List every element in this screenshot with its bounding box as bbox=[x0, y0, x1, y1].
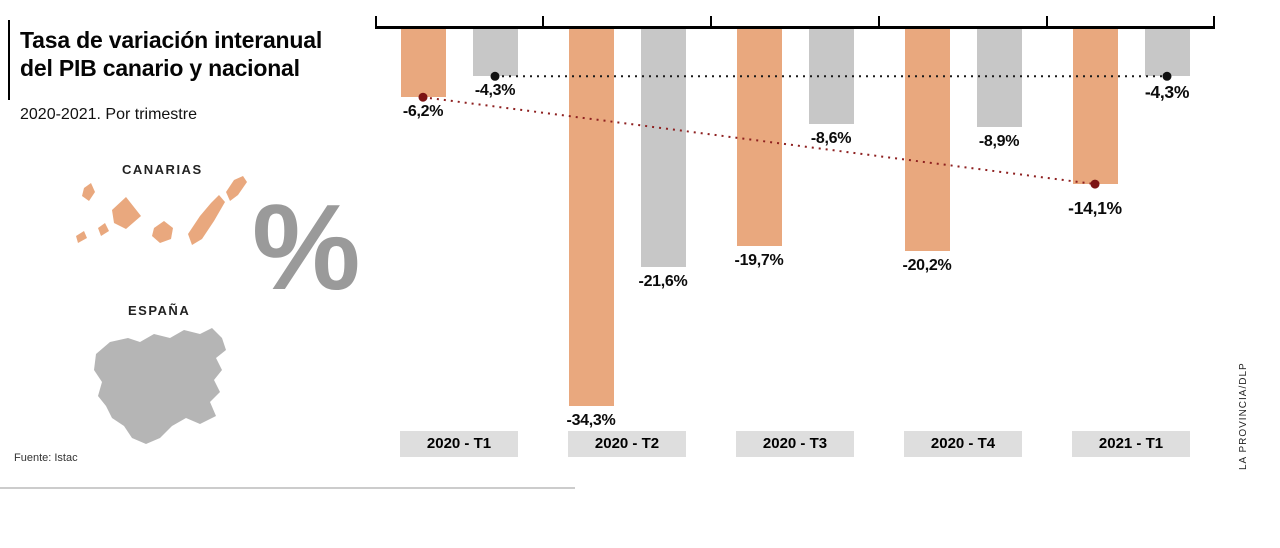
bar-value-label: -6,2% bbox=[402, 103, 444, 121]
bar-value-label: -34,3% bbox=[566, 412, 616, 430]
bar-value-label: -19,7% bbox=[734, 251, 784, 269]
bar-espana bbox=[976, 29, 1022, 127]
bar-value-label: -20,2% bbox=[902, 257, 952, 275]
espana-legend-label: ESPAÑA bbox=[128, 303, 191, 318]
bar-value-label: -21,6% bbox=[638, 272, 688, 290]
canarias-map-icon bbox=[76, 176, 247, 245]
bar-value-label: -8,6% bbox=[810, 129, 852, 147]
axis-tick bbox=[1046, 16, 1048, 29]
bar-value-label: -8,9% bbox=[978, 132, 1020, 150]
bar-espana bbox=[640, 29, 686, 267]
page-title: Tasa de variación interanual del PIB can… bbox=[20, 26, 322, 82]
subtitle: 2020-2021. Por trimestre bbox=[20, 106, 197, 123]
spain-map-icon bbox=[94, 328, 226, 444]
bar-canarias bbox=[904, 29, 950, 252]
axis-tick bbox=[542, 16, 544, 29]
bar-value-label: -4,3% bbox=[474, 82, 516, 100]
bar-canarias bbox=[400, 29, 446, 98]
bar-value-label: -4,3% bbox=[1144, 82, 1190, 103]
title-line-1: Tasa de variación interanual bbox=[20, 27, 323, 53]
bar-canarias bbox=[736, 29, 782, 246]
x-axis-label: 2020 - T4 bbox=[904, 431, 1022, 457]
axis-tick bbox=[1213, 16, 1215, 29]
percent-symbol: % bbox=[252, 179, 361, 315]
bar-canarias bbox=[1072, 29, 1118, 185]
bar-espana bbox=[472, 29, 518, 77]
source-text: Fuente: Istac bbox=[14, 452, 78, 464]
canarias-legend-label: CANARIAS bbox=[122, 162, 203, 177]
bar-canarias bbox=[568, 29, 614, 407]
chart-area: -6,2% -4,3% 2020 - T1 -34,3% -21,6% 2020 - T2… bbox=[375, 16, 1215, 469]
x-axis-label: 2020 - T2 bbox=[568, 431, 686, 457]
axis-tick bbox=[375, 16, 377, 29]
bar-espana bbox=[808, 29, 854, 124]
credit-text: LA PROVINCIA/DLP bbox=[1238, 362, 1249, 470]
left-accent-rule bbox=[8, 20, 10, 100]
x-axis-label: 2021 - T1 bbox=[1072, 431, 1190, 457]
bar-value-label: -14,1% bbox=[1068, 198, 1122, 219]
footer-divider bbox=[0, 487, 575, 489]
axis-tick bbox=[710, 16, 712, 29]
title-line-2: del PIB canario y nacional bbox=[20, 55, 300, 82]
x-axis-label: 2020 - T1 bbox=[400, 431, 518, 457]
axis-tick bbox=[878, 16, 880, 29]
bar-espana bbox=[1144, 29, 1190, 77]
x-axis-label: 2020 - T3 bbox=[736, 431, 854, 457]
